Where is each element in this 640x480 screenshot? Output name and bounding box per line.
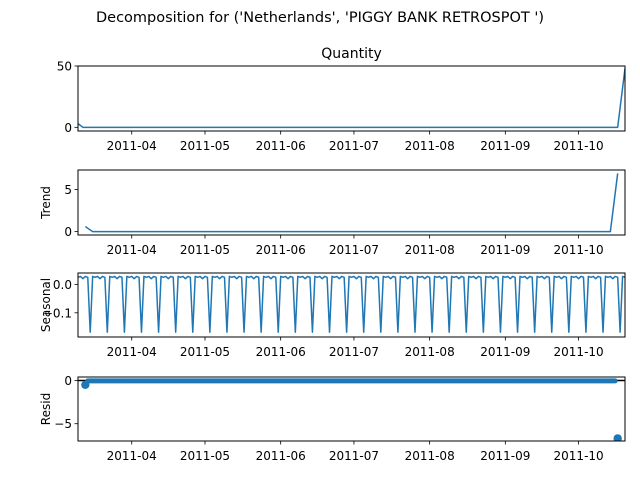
seasonal-x-tick-label-6: 2011-10	[554, 345, 604, 359]
resid-marker-band	[85, 378, 618, 384]
trend-x-tick-label-4: 2011-08	[405, 243, 455, 257]
seasonal-x-tick-label-1: 2011-05	[180, 345, 230, 359]
trend-axes-frame	[77, 169, 626, 236]
seasonal-data	[78, 275, 625, 333]
quantity-y-tick-label-0: 0	[64, 121, 72, 135]
quantity-title: Quantity	[321, 46, 382, 62]
panel-resid: 2011-04 2011-05 2011-06 2011-07 2011-08 2011-…	[39, 374, 626, 463]
trend-data	[84, 173, 619, 233]
seasonal-x-tick-label-5: 2011-09	[480, 345, 530, 359]
resid-y-axis-label: Resid	[39, 393, 53, 425]
resid-y-tick-label-1: −5	[54, 417, 72, 431]
trend-x-tick-label-6: 2011-10	[554, 243, 604, 257]
resid-point-1	[613, 434, 622, 441]
trend-y-axis-label: Trend	[39, 186, 53, 220]
resid-x-tick-label-6: 2011-10	[554, 449, 604, 463]
resid-axes-frame	[77, 376, 626, 442]
seasonal-x-tick-label-3: 2011-07	[329, 345, 379, 359]
panels-group: 2011-04 2011-05 2011-06 2011-07 2011-08 2011-…	[39, 46, 626, 463]
seasonal-y-tick-label-0: 0.0	[53, 278, 72, 292]
resid-x-tick-label-0: 2011-04	[107, 449, 157, 463]
quantity-series-line-0	[78, 68, 625, 129]
seasonal-y-axis-label: Seasonal	[39, 278, 53, 332]
quantity-x-tick-label-6: 2011-10	[554, 139, 604, 153]
seasonal-x-tick-label-0: 2011-04	[107, 345, 157, 359]
trend-x-tick-label-1: 2011-05	[180, 243, 230, 257]
seasonal-x-tick-label-4: 2011-08	[405, 345, 455, 359]
quantity-data	[78, 68, 625, 129]
quantity-y-tick-label-1: 50	[57, 60, 72, 74]
resid-x-tick-label-3: 2011-07	[329, 449, 379, 463]
trend-y-tick-label-1: 5	[64, 183, 72, 197]
trend-x-tick-label-2: 2011-06	[256, 243, 306, 257]
quantity-x-tick-label-3: 2011-07	[329, 139, 379, 153]
quantity-x-tick-label-5: 2011-09	[480, 139, 530, 153]
trend-series-line-0	[84, 173, 619, 233]
resid-point-0	[81, 380, 90, 389]
resid-x-tick-label-5: 2011-09	[480, 449, 530, 463]
seasonal-axes-frame	[77, 272, 626, 338]
quantity-axes-frame	[77, 65, 626, 132]
seasonal-y-tick-label-1: −0.1	[43, 306, 72, 320]
resid-x-tick-label-4: 2011-08	[405, 449, 455, 463]
resid-data	[78, 378, 625, 441]
panel-quantity: 2011-04 2011-05 2011-06 2011-07 2011-08 2011-…	[57, 46, 626, 153]
resid-x-tick-label-1: 2011-05	[180, 449, 230, 463]
panel-seasonal: 2011-04 2011-05 2011-06 2011-07 2011-08 2011-…	[39, 272, 626, 359]
figure-suptitle: Decomposition for ('Netherlands', 'PIGGY…	[96, 10, 544, 26]
trend-x-tick-label-5: 2011-09	[480, 243, 530, 257]
trend-y-tick-label-0: 0	[64, 225, 72, 239]
resid-y-tick-label-0: 0	[64, 374, 72, 388]
quantity-x-tick-label-0: 2011-04	[107, 139, 157, 153]
trend-x-tick-label-0: 2011-04	[107, 243, 157, 257]
panel-trend: 2011-04 2011-05 2011-06 2011-07 2011-08 2011-…	[39, 169, 626, 257]
quantity-x-tick-label-2: 2011-06	[256, 139, 306, 153]
quantity-x-tick-label-1: 2011-05	[180, 139, 230, 153]
seasonal-x-tick-label-2: 2011-06	[256, 345, 306, 359]
trend-x-tick-label-3: 2011-07	[329, 243, 379, 257]
resid-x-tick-label-2: 2011-06	[256, 449, 306, 463]
quantity-x-tick-label-4: 2011-08	[405, 139, 455, 153]
seasonal-series-line	[78, 275, 625, 333]
